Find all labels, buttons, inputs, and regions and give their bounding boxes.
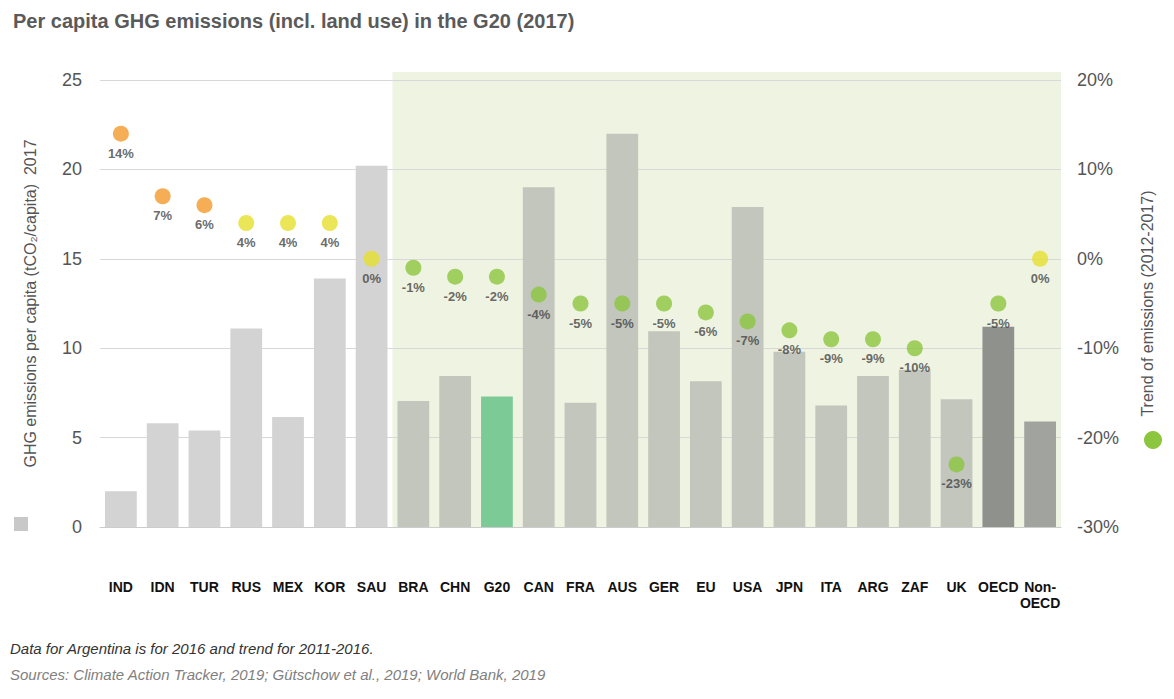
svg-text:SAU: SAU — [357, 579, 387, 595]
svg-text:G20: G20 — [484, 579, 511, 595]
svg-text:OECD: OECD — [978, 579, 1018, 595]
svg-text:FRA: FRA — [566, 579, 595, 595]
svg-text:ZAF: ZAF — [901, 579, 929, 595]
svg-text:Trend of emissions (2012-2017): Trend of emissions (2012-2017) — [1139, 190, 1156, 416]
svg-text:GHG emissions per capita (tCO₂: GHG emissions per capita (tCO₂/capita) 2… — [22, 139, 39, 467]
svg-text:10%: 10% — [1077, 159, 1113, 179]
svg-text:CAN: CAN — [524, 579, 554, 595]
svg-text:20: 20 — [62, 159, 82, 179]
svg-text:ITA: ITA — [820, 579, 842, 595]
svg-text:-5%: -5% — [987, 316, 1011, 331]
svg-text:4%: 4% — [320, 235, 339, 250]
svg-text:RUS: RUS — [231, 579, 261, 595]
svg-text:-5%: -5% — [653, 316, 677, 331]
svg-text:-5%: -5% — [611, 316, 635, 331]
svg-text:MEX: MEX — [273, 579, 304, 595]
svg-text:-20%: -20% — [1077, 428, 1119, 448]
svg-text:-8%: -8% — [778, 342, 802, 357]
svg-text:-1%: -1% — [402, 280, 426, 295]
svg-text:5: 5 — [72, 428, 82, 448]
svg-text:4%: 4% — [237, 235, 256, 250]
svg-text:20%: 20% — [1077, 70, 1113, 90]
svg-text:-23%: -23% — [941, 476, 972, 491]
svg-text:-2%: -2% — [485, 289, 509, 304]
svg-text:-9%: -9% — [861, 351, 885, 366]
svg-text:BRA: BRA — [398, 579, 428, 595]
svg-text:0: 0 — [72, 517, 82, 537]
svg-text:15: 15 — [62, 249, 82, 269]
svg-text:-7%: -7% — [736, 333, 760, 348]
svg-text:Non-: Non- — [1024, 579, 1056, 595]
svg-text:IND: IND — [109, 579, 133, 595]
svg-text:25: 25 — [62, 70, 82, 90]
svg-text:14%: 14% — [108, 146, 134, 161]
svg-text:-30%: -30% — [1077, 517, 1119, 537]
svg-text:-6%: -6% — [694, 324, 718, 339]
svg-text:4%: 4% — [279, 235, 298, 250]
svg-text:ARG: ARG — [857, 579, 888, 595]
svg-text:10: 10 — [62, 338, 82, 358]
svg-text:6%: 6% — [195, 217, 214, 232]
svg-text:-5%: -5% — [569, 316, 593, 331]
svg-text:-4%: -4% — [527, 307, 551, 322]
svg-text:0%: 0% — [1077, 249, 1103, 269]
svg-text:UK: UK — [946, 579, 966, 595]
svg-text:-2%: -2% — [444, 289, 468, 304]
svg-text:AUS: AUS — [608, 579, 638, 595]
svg-text:Per capita GHG emissions (incl: Per capita GHG emissions (incl. land use… — [13, 10, 574, 32]
svg-text:USA: USA — [733, 579, 763, 595]
svg-text:0%: 0% — [1031, 271, 1050, 286]
svg-text:7%: 7% — [153, 208, 172, 223]
svg-text:EU: EU — [696, 579, 715, 595]
svg-text:Data for Argentina is for 2016: Data for Argentina is for 2016 and trend… — [10, 640, 374, 657]
svg-text:TUR: TUR — [190, 579, 219, 595]
svg-text:GER: GER — [649, 579, 679, 595]
svg-text:KOR: KOR — [314, 579, 345, 595]
svg-text:0%: 0% — [362, 271, 381, 286]
svg-text:-10%: -10% — [900, 360, 931, 375]
svg-text:OECD: OECD — [1020, 595, 1060, 611]
svg-text:JPN: JPN — [776, 579, 803, 595]
svg-text:-9%: -9% — [820, 351, 844, 366]
svg-text:-10%: -10% — [1077, 338, 1119, 358]
svg-text:Sources: Climate Action Tracke: Sources: Climate Action Tracker, 2019; G… — [10, 666, 546, 683]
svg-text:IDN: IDN — [151, 579, 175, 595]
svg-text:CHN: CHN — [440, 579, 470, 595]
